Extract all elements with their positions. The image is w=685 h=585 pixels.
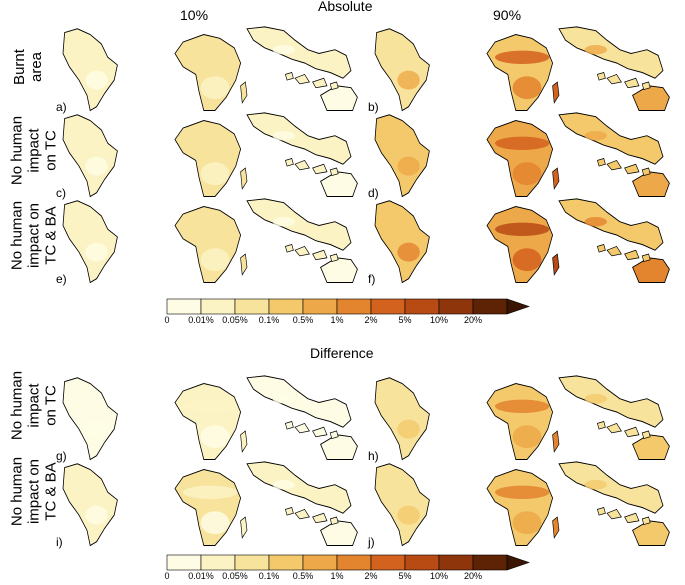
colorbar-segment xyxy=(472,298,508,315)
colorbar-segment xyxy=(200,554,236,571)
panel-label-h: h) xyxy=(368,449,379,463)
colorbar-tick-label: 2% xyxy=(364,315,378,325)
colorbar-segment xyxy=(166,298,202,315)
map-panel-j xyxy=(374,461,670,547)
colorbar-segment xyxy=(336,554,372,571)
panel-label-b: b) xyxy=(368,100,379,114)
colorbar-tick-label: 0.01% xyxy=(188,315,214,325)
colorbar-tick-label: 2% xyxy=(364,571,378,581)
map-panel-e xyxy=(62,198,358,284)
map-panel-d xyxy=(374,112,670,198)
colorbar-extension xyxy=(506,554,530,571)
absolute-header: Absolute xyxy=(318,0,373,14)
colorbar-segment xyxy=(302,298,338,315)
colorbar-segment xyxy=(302,554,338,571)
colorbar-tick-label: 0.05% xyxy=(222,315,248,325)
col-90-header: 90% xyxy=(493,7,522,23)
colorbar-tick-label: 5% xyxy=(398,571,412,581)
map-panel-group xyxy=(374,112,670,198)
colorbar-tick-label: 0.01% xyxy=(188,571,214,581)
colorbar-tick-label: 0 xyxy=(164,315,170,325)
colorbar-segment xyxy=(268,298,304,315)
map-panel-group xyxy=(62,112,358,198)
colorbar-tick-label: 0.5% xyxy=(292,571,314,581)
colorbar-tick-label: 1% xyxy=(330,315,344,325)
colorbar xyxy=(166,554,530,571)
panel-label-e: e) xyxy=(56,272,67,286)
colorbar-segment xyxy=(404,298,440,315)
colorbar-tick-label: 20% xyxy=(463,571,483,581)
colorbar-segment xyxy=(234,554,270,571)
panel-label-c: c) xyxy=(56,186,66,200)
map-panel-g xyxy=(62,375,358,461)
map-panel-group xyxy=(62,461,358,547)
colorbar xyxy=(166,298,530,315)
panel-label-d: d) xyxy=(368,186,379,200)
map-panel-h xyxy=(374,375,670,461)
colorbar-tick-label: 20% xyxy=(463,315,483,325)
colorbar-segment xyxy=(370,298,406,315)
colorbar-tick-label: 10% xyxy=(429,571,449,581)
colorbar-segment xyxy=(404,554,440,571)
map-panel-group xyxy=(374,461,670,547)
colorbar-tick-label: 0 xyxy=(164,571,170,581)
panel-label-i: i) xyxy=(56,535,63,549)
map-panel-group xyxy=(62,375,358,461)
map-panel-group xyxy=(374,26,670,112)
col-10-header: 10% xyxy=(180,7,209,23)
colorbar-segment xyxy=(268,554,304,571)
colorbar-segment xyxy=(234,298,270,315)
colorbar-tick-label: 0.5% xyxy=(292,315,314,325)
colorbar-extension xyxy=(506,298,530,315)
colorbar-tick-label: 0.05% xyxy=(222,571,248,581)
panel-label-g: g) xyxy=(56,449,67,463)
panel-label-j: j) xyxy=(368,535,375,549)
panel-label-a: a) xyxy=(56,100,67,114)
map-panel-group xyxy=(374,198,670,284)
map-panel-group xyxy=(374,375,670,461)
colorbar-segment xyxy=(370,554,406,571)
colorbar-tick-label: 10% xyxy=(429,315,449,325)
panel-label-f: f) xyxy=(368,272,376,286)
colorbar-segment xyxy=(336,298,372,315)
difference-header: Difference xyxy=(310,345,374,361)
colorbar-tick-label: 0.1% xyxy=(258,315,280,325)
map-panel-group xyxy=(62,198,358,284)
colorbar-segment xyxy=(200,298,236,315)
colorbar-segment xyxy=(166,554,202,571)
colorbar-segment xyxy=(438,298,474,315)
colorbar-tick-label: 1% xyxy=(330,571,344,581)
map-panel-a xyxy=(62,26,358,112)
colorbar-tick-label: 0.1% xyxy=(258,571,280,581)
map-panel-c xyxy=(62,112,358,198)
map-panel-group xyxy=(62,26,358,112)
map-panel-i xyxy=(62,461,358,547)
map-panel-b xyxy=(374,26,670,112)
colorbar-segment xyxy=(438,554,474,571)
colorbar-tick-label: 5% xyxy=(398,315,412,325)
map-panel-f xyxy=(374,198,670,284)
colorbar-segment xyxy=(472,554,508,571)
